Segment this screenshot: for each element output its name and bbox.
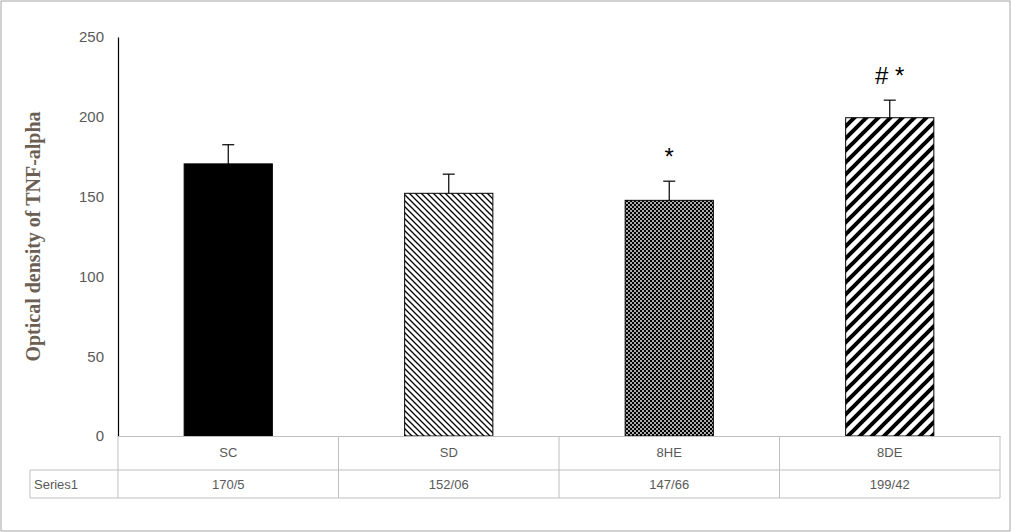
table-border [30, 470, 31, 498]
data-label: 147/66 [649, 477, 689, 492]
y-tick: 0 [96, 427, 118, 444]
y-tick-label: 150 [79, 188, 104, 205]
chart: 0 50 100 150 200 250 Optical density of TNF-al… [0, 0, 1011, 532]
y-axis-title: Optical density of TNF-alpha [22, 111, 45, 361]
y-axis-line [118, 38, 119, 437]
y-tick: 200 [79, 108, 118, 125]
data-label: 199/42 [870, 477, 910, 492]
table-border [779, 436, 780, 498]
error-bar-stem [228, 145, 229, 164]
table-border [30, 470, 1000, 471]
bar [405, 193, 493, 436]
data-label: 170/5 [212, 477, 245, 492]
error-bar-cap [663, 181, 675, 182]
bar [184, 164, 272, 436]
error-bar-stem [669, 181, 670, 200]
error-bar [222, 145, 234, 164]
data-label: 152/06 [429, 477, 469, 492]
y-tick-label: 0 [96, 427, 104, 444]
y-tick-label: 200 [79, 108, 104, 125]
y-tick-label: 50 [87, 348, 104, 365]
table-border [118, 436, 119, 498]
bar [846, 118, 934, 436]
y-tick-label: 100 [79, 268, 104, 285]
y-tick: 100 [79, 268, 118, 285]
x-tick: 8DE [877, 436, 903, 460]
error-bar [663, 181, 675, 200]
x-tick: SC [219, 436, 237, 460]
table-border [338, 436, 339, 498]
frame [1, 1, 1010, 531]
error-bar-stem [889, 100, 890, 118]
category-label: SC [219, 445, 237, 460]
category-label: 8HE [657, 445, 683, 460]
y-tick: 150 [79, 188, 118, 205]
plot-area [184, 100, 934, 436]
bar [625, 200, 713, 436]
x-tick: SD [440, 436, 458, 460]
error-bar-cap [222, 144, 234, 145]
table-border [559, 436, 560, 498]
category-label: 8DE [877, 445, 903, 460]
annotation: * [665, 143, 674, 170]
annotation: # * [875, 62, 904, 89]
error-bar [884, 100, 896, 118]
y-axis: 0 50 100 150 200 250 [79, 28, 119, 444]
x-tick: 8HE [657, 436, 683, 460]
y-tick: 50 [87, 348, 118, 365]
error-bar [443, 174, 455, 193]
table-border [30, 498, 1000, 499]
category-label: SD [440, 445, 458, 460]
series-name: Series1 [34, 477, 78, 492]
y-tick: 250 [79, 28, 118, 45]
error-bar-cap [443, 174, 455, 175]
data-table: Series1 170/5 152/06 147/66 199/42 [30, 436, 1000, 498]
y-tick-label: 250 [79, 28, 104, 45]
table-border [1000, 436, 1001, 498]
error-bar-stem [448, 174, 449, 193]
error-bar-cap [884, 100, 896, 101]
